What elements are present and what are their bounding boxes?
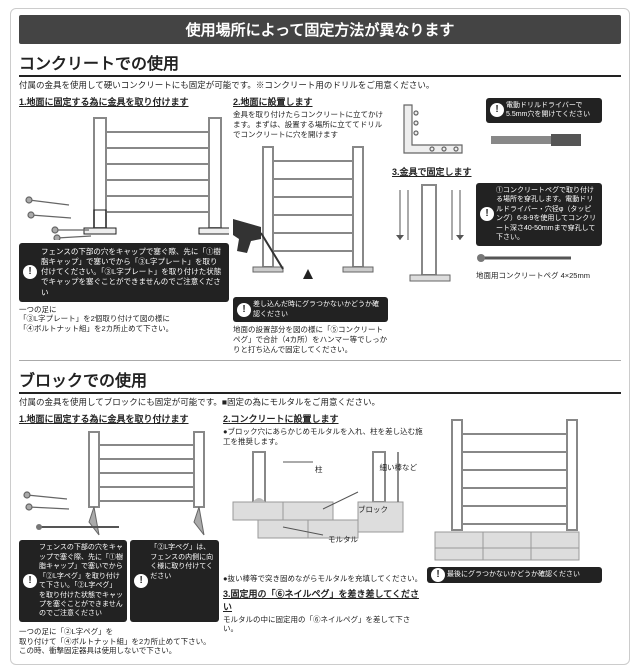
b-callout2: 「②L字ペグ」は、フェンスの内側に向く様に取り付けてください xyxy=(130,540,219,622)
concrete-step2-diagram xyxy=(233,139,388,294)
b-step2-desc2: ●抜い棒等で突き固めながらモルタルを充填してください。 xyxy=(223,574,423,584)
b-step3: 3.固定用の「⑥ネイルペグ」を差き差してください xyxy=(223,587,423,613)
divider xyxy=(19,360,621,361)
block-sub: 付属の金具を使用してブロックにも固定が可能です。■固定の為にモルタルをご用意くだ… xyxy=(19,396,621,408)
c-note2: 地面の設置部分を図の様に「⑤コンクリートペグ」で合計（4カ所）をハンマー等でしっ… xyxy=(233,325,388,354)
b-step2: 2.コンクリートに設置します xyxy=(223,412,423,425)
b-step1: 1.地面に固定する為に金具を取り付けます xyxy=(19,412,219,425)
lbl-pillar: 柱 xyxy=(315,464,323,475)
bracket-diagram xyxy=(392,95,482,165)
c-note1: 一つの足に 「③L字プレート」を2個取り付けて図の様に 「④ボルトナット組」を2… xyxy=(19,305,229,334)
c-callout1: フェンスの下部の穴をキャップで塞ぐ際、先に「①樹脂キャップ」で塞いでから「③L字… xyxy=(19,243,229,302)
main-title: 使用場所によって固定方法が異なります xyxy=(19,15,621,44)
lbl-mortar: モルタル xyxy=(328,534,358,545)
block-step1-diagram xyxy=(19,427,219,537)
b-note1: 一つの足に「②L字ペグ」を 取り付けて「④ボルトナット組」を2カ所止めて下さい。… xyxy=(19,627,219,656)
drill-bit-icon xyxy=(486,126,586,156)
concrete-title: コンクリートでの使用 xyxy=(19,50,621,77)
concrete-sub: 付属の金具を使用して硬いコンクリートにも固定が可能です。※コンクリート用のドリル… xyxy=(19,79,621,91)
peg-icon xyxy=(476,249,586,267)
c-callout2: 差し込んだ時にグラつかないかどうか確認ください xyxy=(233,297,388,322)
concrete-step1-diagram xyxy=(19,110,229,240)
peg-label: 地面用コンクリートペグ 4×25mm xyxy=(476,271,602,281)
c-step2-desc: 金具を取り付けたらコンクリートに立てかけます。まずは、設置する場所に立ててドリル… xyxy=(233,110,388,139)
b-step3-desc: モルタルの中に固定用の「⑥ネイルペグ」を差して下さい。 xyxy=(223,615,423,635)
block-section: ブロックでの使用 付属の金具を使用してブロックにも固定が可能です。■固定の為にモ… xyxy=(19,367,621,656)
block-title: ブロックでの使用 xyxy=(19,367,621,394)
c-callout4: ①コンクリートペグで取り付ける場所を穿孔します。電動ドリルドライバー・穴径φ（タ… xyxy=(476,183,602,246)
b-callout1: フェンスの下部の穴をキャップで塞ぐ際、先に「①樹脂キャップ」で塞いでから「②L字… xyxy=(19,540,127,622)
c-step1: 1.地面に固定する為に金具を取り付けます xyxy=(19,95,229,108)
concrete-section: コンクリートでの使用 付属の金具を使用して硬いコンクリートにも固定が可能です。※… xyxy=(19,50,621,354)
block-final-diagram xyxy=(427,412,602,562)
block-step2-diagram xyxy=(223,447,423,542)
peg-install-diagram xyxy=(392,180,472,290)
lbl-stick: 細い棒など xyxy=(380,462,418,473)
b-step2-desc: ●ブロック穴にあらかじめモルタルを入れ、柱を差し込む施工を推奨します。 xyxy=(223,427,423,447)
b-callout3: 最後にグラつかないかどうか確認ください xyxy=(427,567,602,582)
lbl-block: ブロック xyxy=(358,504,388,515)
c-step3: 3.金具で固定します xyxy=(392,165,602,178)
c-callout3: 電動ドリルドライバーで5.5mm穴を開けてください xyxy=(486,98,602,123)
c-step2: 2.地面に設置します xyxy=(233,95,388,108)
